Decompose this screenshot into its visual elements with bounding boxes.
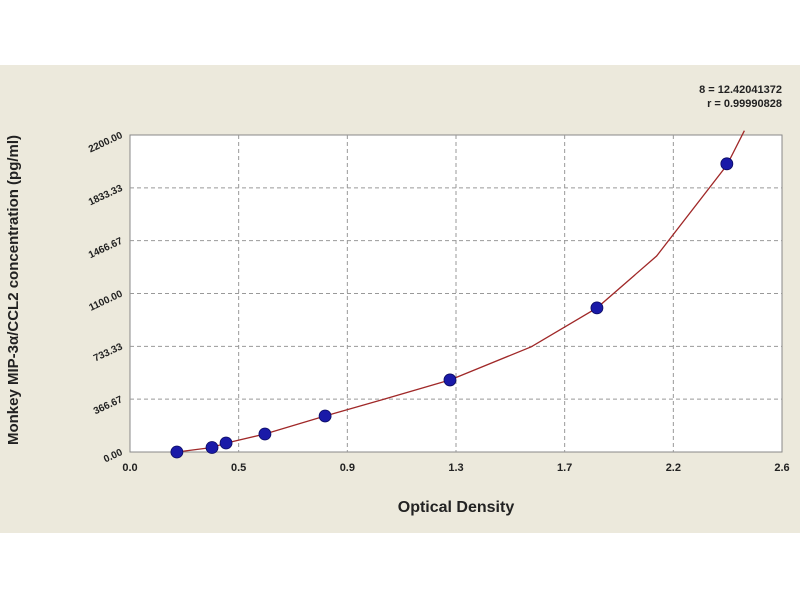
x-tick-label: 2.2 — [666, 462, 681, 474]
point — [170, 445, 184, 459]
point — [205, 441, 219, 454]
x-tick-label: 1.3 — [448, 462, 463, 474]
annotation: 8 = 12.42041372 — [699, 84, 782, 96]
x-tick-label: 0.9 — [340, 462, 355, 474]
y-axis-title: Monkey MIP-3α/CCL2 concentration (pg/ml) — [5, 135, 22, 445]
annotation: r = 0.99990828 — [707, 98, 782, 110]
point — [720, 157, 734, 171]
point — [590, 301, 604, 315]
x-tick-label: 0.5 — [231, 462, 246, 474]
point — [318, 409, 332, 423]
point — [443, 373, 457, 387]
point — [219, 436, 233, 450]
x-tick-label: 0.0 — [122, 462, 137, 474]
x-tick-label: 2.6 — [774, 462, 789, 474]
point — [258, 427, 272, 441]
x-tick-label: 1.7 — [557, 462, 572, 474]
x-axis-title: Optical Density — [398, 499, 515, 516]
